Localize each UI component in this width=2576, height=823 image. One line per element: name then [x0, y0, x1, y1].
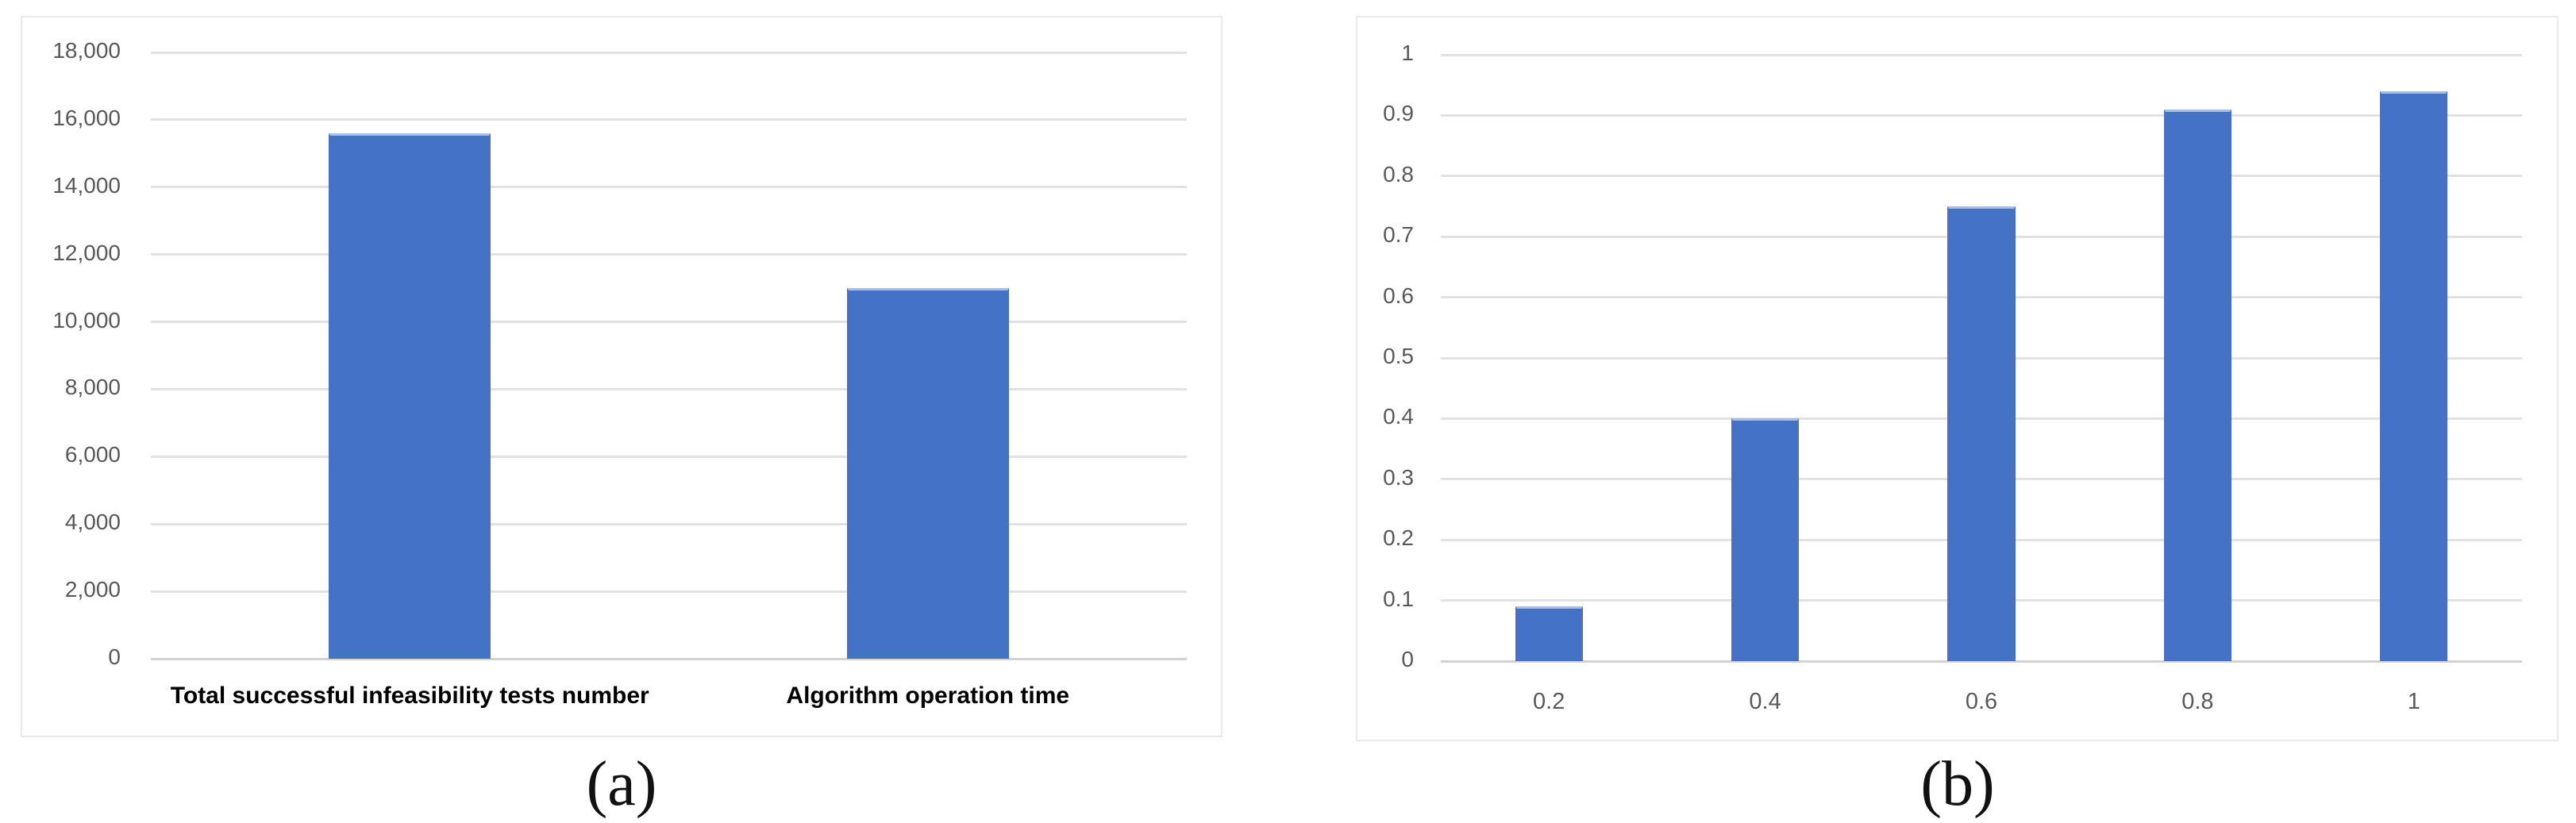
chart-panel-a — [21, 16, 1223, 737]
chart-panel-b — [1356, 16, 2559, 741]
caption-b: (b) — [1920, 749, 1995, 819]
caption-a: (a) — [586, 749, 657, 819]
